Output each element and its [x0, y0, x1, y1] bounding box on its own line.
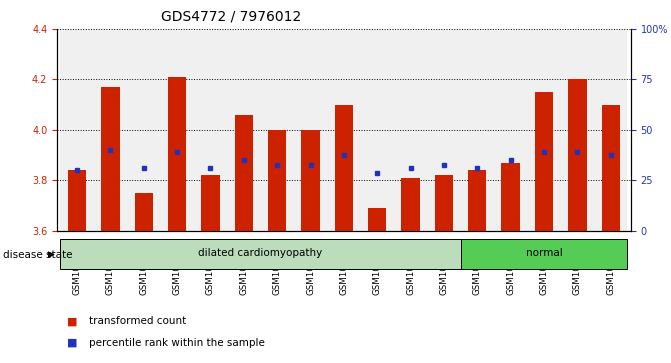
Bar — [561, 29, 594, 231]
Bar — [460, 240, 627, 269]
Bar — [160, 29, 194, 231]
Bar — [501, 163, 520, 231]
Bar — [127, 29, 160, 231]
Text: transformed count: transformed count — [89, 316, 186, 326]
Bar — [227, 29, 260, 231]
Bar — [268, 130, 287, 231]
Text: dilated cardiomyopathy: dilated cardiomyopathy — [199, 248, 323, 258]
Bar — [294, 29, 327, 231]
Bar — [468, 170, 486, 231]
Bar — [101, 87, 119, 231]
Text: normal: normal — [525, 248, 562, 258]
Text: ■: ■ — [67, 316, 78, 326]
Bar — [527, 29, 561, 231]
Bar — [535, 92, 553, 231]
Bar — [394, 29, 427, 231]
Bar — [201, 175, 219, 231]
Bar — [327, 29, 360, 231]
Bar — [594, 29, 627, 231]
Bar — [401, 178, 420, 231]
Bar — [235, 115, 253, 231]
Text: ▶: ▶ — [48, 250, 55, 259]
Bar — [260, 29, 294, 231]
Text: disease state: disease state — [3, 250, 73, 260]
Bar — [301, 130, 319, 231]
Bar — [194, 29, 227, 231]
Text: GDS4772 / 7976012: GDS4772 / 7976012 — [161, 9, 301, 23]
Bar — [435, 175, 453, 231]
Bar — [94, 29, 127, 231]
Text: percentile rank within the sample: percentile rank within the sample — [89, 338, 264, 348]
Bar — [135, 193, 153, 231]
Bar — [60, 240, 460, 269]
Bar — [168, 77, 187, 231]
Bar — [427, 29, 460, 231]
Bar — [568, 79, 586, 231]
Bar — [460, 29, 494, 231]
Bar — [60, 29, 94, 231]
Bar — [494, 29, 527, 231]
Bar — [360, 29, 394, 231]
Text: ■: ■ — [67, 338, 78, 348]
Bar — [602, 105, 620, 231]
Bar — [68, 170, 86, 231]
Bar — [368, 208, 386, 231]
Bar — [335, 105, 353, 231]
